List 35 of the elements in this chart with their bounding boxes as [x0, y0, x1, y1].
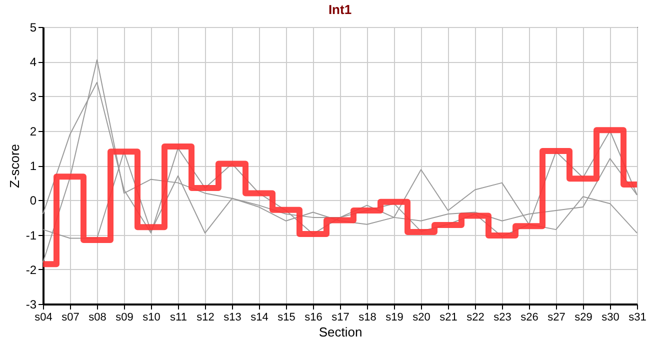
- x-tick-label: s23: [494, 312, 512, 324]
- x-tick-label: s29: [574, 312, 592, 324]
- x-tick-label: s16: [304, 312, 322, 324]
- y-tick-label: 5: [30, 20, 37, 34]
- y-tick-label: -2: [26, 262, 37, 277]
- x-tick-label: s13: [224, 312, 242, 324]
- x-tick-label: s07: [62, 312, 80, 324]
- x-tick-label: s18: [358, 312, 376, 324]
- x-tick-label: s31: [628, 312, 646, 324]
- x-tick-label: s11: [170, 312, 187, 324]
- x-tick-label: s10: [142, 312, 160, 324]
- y-tick-label: 0: [30, 194, 37, 208]
- y-tick-label: -3: [26, 298, 37, 312]
- y-tick-label: 3: [30, 90, 37, 104]
- x-tick-label: s21: [440, 312, 458, 324]
- x-tick-label: s19: [386, 312, 404, 324]
- y-tick-label: 4: [30, 55, 37, 70]
- x-tick-label: s08: [88, 312, 106, 324]
- x-tick-label: s27: [548, 312, 566, 324]
- x-tick-label: s09: [116, 312, 134, 324]
- y-tick-label: 1: [30, 159, 37, 173]
- x-tick-label: s04: [34, 312, 52, 324]
- x-tick-label: s12: [196, 312, 214, 324]
- chart-title: Int1: [328, 2, 352, 17]
- y-axis-title: Z-score: [6, 144, 22, 188]
- x-tick-label: s26: [520, 312, 538, 324]
- x-tick-label: s15: [278, 312, 296, 324]
- y-tick-label: 2: [30, 124, 37, 138]
- x-axis-title: Section: [318, 324, 362, 340]
- x-tick-label: s22: [466, 312, 484, 324]
- x-tick-label: s20: [412, 312, 430, 324]
- x-tick-label: s30: [602, 312, 620, 324]
- y-tick-label: -1: [26, 228, 37, 242]
- x-tick-label: s14: [250, 312, 268, 324]
- x-tick-label: s17: [332, 312, 350, 324]
